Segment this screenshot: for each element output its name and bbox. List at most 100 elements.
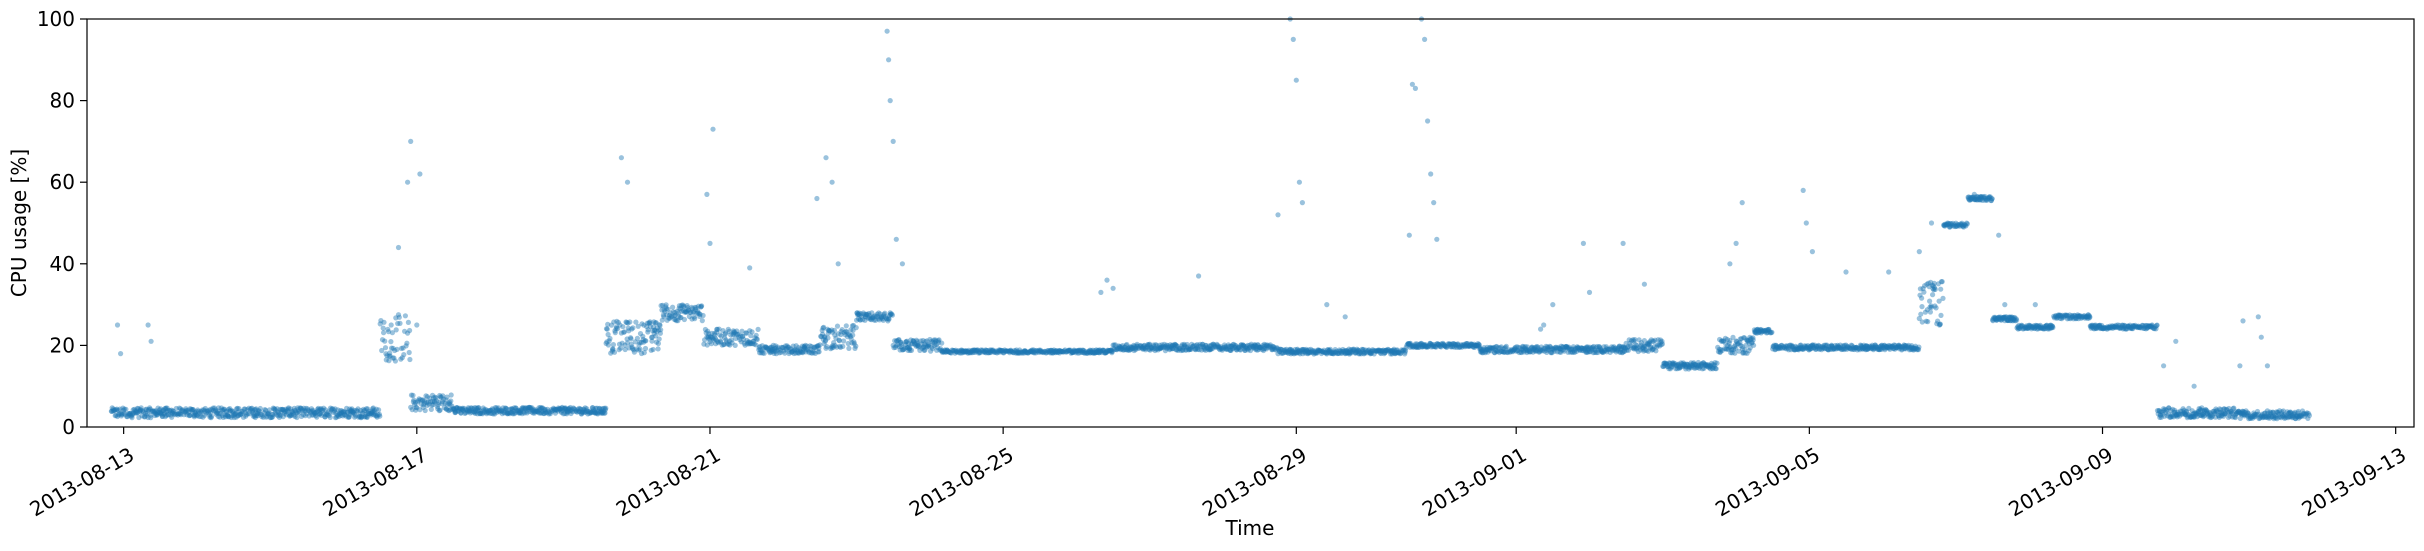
data-point <box>388 322 394 328</box>
data-point <box>721 335 728 341</box>
data-point <box>1713 366 1719 372</box>
data-point <box>173 405 179 412</box>
data-point <box>294 410 300 416</box>
data-point <box>207 414 213 420</box>
data-point <box>252 406 258 413</box>
data-point <box>309 412 315 418</box>
data-point <box>137 408 143 414</box>
data-point <box>322 414 328 420</box>
data-point <box>472 405 478 411</box>
data-point <box>369 406 376 412</box>
data-point <box>331 409 337 415</box>
data-point <box>642 345 649 352</box>
data-point <box>288 411 294 417</box>
data-point <box>467 408 473 414</box>
data-point <box>760 346 767 352</box>
data-point <box>748 341 754 347</box>
data-point <box>295 405 301 411</box>
data-point <box>798 349 804 355</box>
data-point <box>531 408 537 414</box>
data-point <box>263 407 269 413</box>
data-point <box>138 405 144 411</box>
data-point <box>347 411 353 418</box>
data-point <box>540 410 547 417</box>
data-point <box>395 320 401 327</box>
data-point <box>303 408 309 414</box>
data-point <box>771 348 778 354</box>
data-point <box>513 405 519 411</box>
data-point <box>783 345 789 351</box>
data-point <box>531 410 538 416</box>
data-point <box>502 407 508 413</box>
data-point <box>315 406 321 412</box>
data-point <box>737 337 743 343</box>
data-point <box>376 411 382 417</box>
data-point <box>481 409 487 415</box>
data-point <box>1925 319 1931 325</box>
data-point <box>496 408 502 414</box>
data-point <box>169 410 175 416</box>
data-point <box>195 407 201 413</box>
data-point <box>610 342 617 348</box>
data-point <box>780 345 786 351</box>
data-point <box>377 321 383 327</box>
data-point <box>590 405 596 411</box>
data-point <box>279 406 285 413</box>
data-point <box>575 407 581 413</box>
data-point <box>324 411 330 417</box>
data-point <box>132 409 139 415</box>
data-point <box>595 409 602 415</box>
data-point <box>1989 196 1995 202</box>
data-point <box>557 406 563 412</box>
data-point <box>557 406 563 412</box>
data-point <box>153 411 160 417</box>
data-point <box>219 407 225 413</box>
data-point <box>119 411 125 417</box>
data-point <box>148 338 154 344</box>
data-point <box>178 412 184 418</box>
data-point <box>633 319 639 325</box>
data-point <box>166 407 173 414</box>
data-point <box>618 155 625 161</box>
data-point <box>386 353 392 359</box>
data-point <box>653 320 659 326</box>
data-point <box>230 408 236 414</box>
data-point <box>650 346 656 353</box>
data-point <box>486 410 492 416</box>
data-point <box>731 331 737 337</box>
data-point <box>542 406 548 412</box>
data-point <box>652 320 659 326</box>
data-point <box>254 411 260 417</box>
data-point <box>718 339 724 345</box>
data-point <box>341 411 347 418</box>
data-point <box>779 344 786 351</box>
data-point <box>432 399 438 405</box>
data-point <box>598 409 604 415</box>
data-point <box>429 402 435 408</box>
data-point <box>681 303 687 309</box>
data-point <box>691 309 697 315</box>
data-point <box>446 400 452 407</box>
data-point <box>310 412 316 418</box>
data-point <box>352 414 358 420</box>
data-point <box>298 413 305 419</box>
data-point <box>574 409 580 415</box>
data-point <box>358 414 365 420</box>
data-point <box>137 407 143 413</box>
data-point <box>247 411 253 417</box>
data-point <box>203 410 209 416</box>
data-point <box>576 408 582 414</box>
data-point <box>502 405 508 411</box>
data-point <box>533 407 539 413</box>
data-point <box>728 337 735 343</box>
data-point <box>748 333 754 339</box>
data-point <box>615 319 622 326</box>
data-point <box>229 413 235 419</box>
data-point <box>447 402 453 408</box>
data-point <box>648 347 654 353</box>
data-point <box>435 402 441 408</box>
data-point <box>800 350 806 356</box>
data-point <box>191 412 197 418</box>
data-point <box>218 410 224 416</box>
data-point <box>599 409 605 415</box>
